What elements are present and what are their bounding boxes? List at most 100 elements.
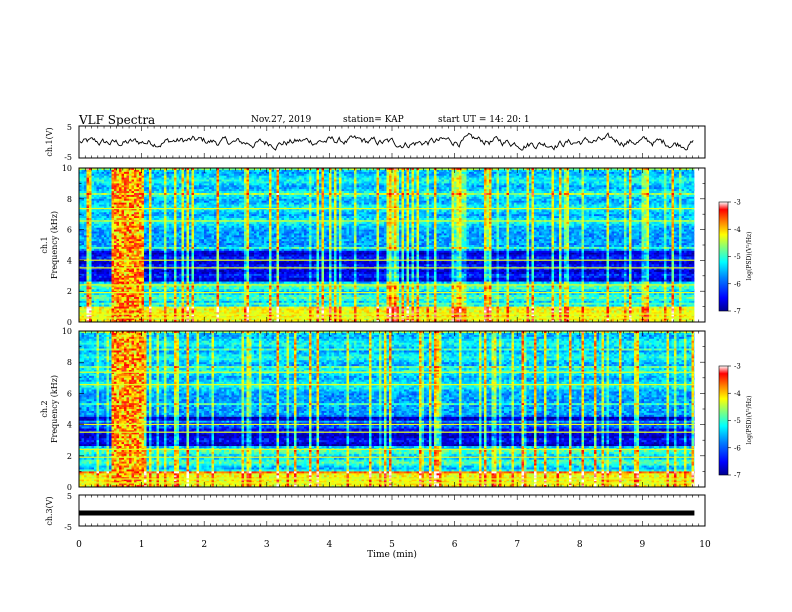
spectrogram-cell [94, 218, 97, 221]
spectrogram-cell [211, 320, 215, 323]
spectrogram-cell [99, 237, 102, 240]
spectrogram-cell [146, 208, 150, 211]
spectrogram-cell [94, 175, 97, 178]
spectrogram-cell [81, 241, 85, 244]
spectrogram-cell [99, 279, 102, 282]
spectrogram-cell [194, 198, 197, 202]
spectrogram-cell [166, 243, 170, 246]
spectrogram-cell [141, 231, 145, 234]
spectrogram-cell [224, 243, 227, 246]
spectrogram-cell [124, 293, 127, 296]
spectrogram-cell [119, 175, 122, 178]
spectrogram-cell [134, 198, 137, 202]
spectrogram-cell [151, 202, 155, 205]
spectrogram-cell [211, 243, 215, 246]
spectrogram-cell [216, 271, 220, 275]
spectrogram-cell [119, 296, 122, 300]
spectrogram-cell [196, 266, 200, 269]
spectrogram-cell [89, 245, 92, 248]
spectrogram-cell [221, 310, 225, 313]
spectrogram-cell [119, 206, 122, 209]
spectrogram-cell [86, 246, 90, 250]
spectrogram-cell [164, 221, 167, 225]
spectrogram-cell [99, 235, 102, 238]
spectrogram-cell [124, 266, 127, 269]
spectrogram-cell [199, 237, 202, 240]
spectrogram-cell [156, 298, 160, 302]
spectrogram-cell [219, 210, 222, 213]
spectrogram-cell [211, 200, 215, 203]
spectrogram-cell [124, 243, 127, 246]
spectrogram-cell [131, 227, 135, 230]
spectrogram-cell [121, 233, 125, 236]
spectrogram-cell [211, 304, 215, 307]
spectrogram-cell [96, 233, 100, 236]
spectrogram-cell [186, 202, 190, 205]
spectrogram-cell [209, 208, 212, 211]
spectrogram-cell [106, 196, 110, 200]
spectrogram-cell [161, 260, 165, 263]
spectrogram-cell [161, 235, 165, 238]
spectrogram-cell [114, 314, 117, 317]
spectrogram-cell [136, 287, 140, 290]
spectrogram-cell [204, 277, 207, 280]
spectrogram-cell [114, 243, 117, 246]
spectrogram-cell [89, 250, 92, 254]
spectrogram-cell [174, 171, 177, 175]
spectrogram-cell [169, 246, 172, 250]
spectrogram-cell [149, 168, 152, 171]
spectrogram-cell [109, 169, 112, 173]
spectrogram-cell [116, 266, 120, 269]
spectrogram-cell [144, 310, 147, 313]
spectrogram-cell [189, 179, 192, 182]
spectrogram-cell [106, 181, 110, 184]
spectrogram-cell [124, 179, 127, 182]
spectrogram-cell [164, 187, 167, 190]
spectrogram-cell [201, 173, 205, 177]
spectrogram-cell [109, 221, 112, 225]
spectrogram-cell [139, 312, 142, 315]
spectrogram-cell [141, 210, 145, 213]
spectrogram-cell [134, 233, 137, 236]
spectrogram-cell [79, 237, 82, 240]
spectrogram-cell [201, 246, 205, 250]
spectrogram-cell [224, 316, 227, 319]
spectrogram-cell [129, 239, 132, 242]
spectrogram-cell [149, 218, 152, 221]
spectrogram-cell [94, 304, 97, 307]
spectrogram-cell [114, 239, 117, 242]
spectrogram-cell [209, 221, 212, 225]
spectrogram-cell [196, 200, 200, 203]
spectrogram-cell [91, 271, 95, 275]
spectrogram-cell [199, 314, 202, 317]
spectrogram-cell [81, 225, 85, 228]
spectrogram-cell [81, 183, 85, 186]
spectrogram-cell [156, 189, 160, 192]
spectrogram-cell [96, 312, 100, 315]
spectrogram-cell [154, 308, 157, 311]
spectrogram-cell [191, 202, 195, 205]
spectrogram-cell [119, 264, 122, 267]
spectrogram-cell [106, 237, 110, 240]
spectrogram-cell [86, 316, 90, 319]
spectrogram-cell [199, 231, 202, 234]
spectrogram-cell [101, 206, 105, 209]
spectrogram-cell [184, 270, 187, 273]
spectrogram-cell [226, 196, 230, 200]
spectrogram-cell [124, 271, 127, 275]
spectrogram-cell [79, 181, 82, 184]
spectrogram-cell [121, 300, 125, 304]
spectrogram-cell [214, 179, 217, 182]
spectrogram-cell [84, 196, 87, 200]
spectrogram-cell [211, 256, 215, 259]
spectrogram-cell [189, 316, 192, 319]
spectrogram-cell [141, 200, 145, 203]
spectrogram-cell [201, 248, 205, 252]
spectrogram-cell [89, 266, 92, 269]
spectrogram-cell [191, 293, 195, 296]
spectrogram-cell [84, 194, 87, 198]
spectrogram-cell [176, 298, 180, 302]
spectrogram-cell [161, 214, 165, 217]
spectrogram-cell [154, 318, 157, 321]
spectrogram-cell [186, 273, 190, 277]
